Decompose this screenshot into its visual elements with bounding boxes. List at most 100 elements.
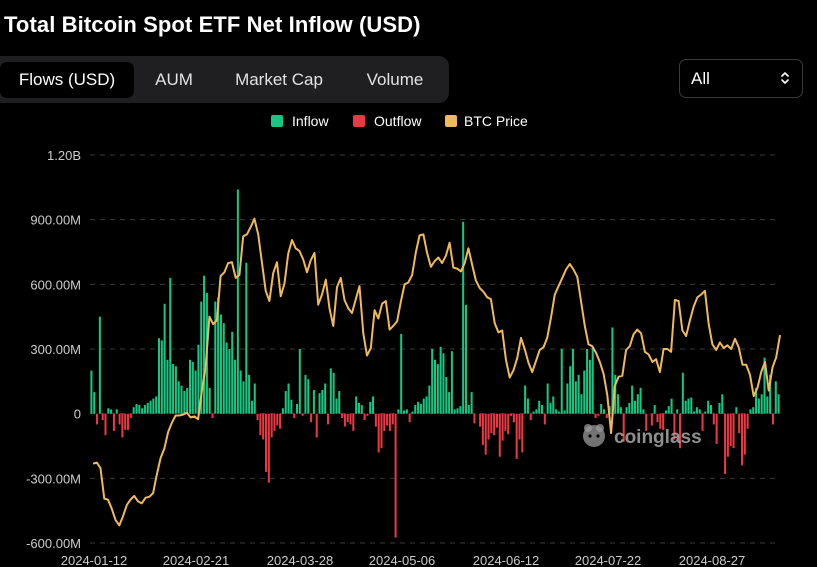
inflow-bar bbox=[445, 377, 448, 414]
legend-item-inflow[interactable]: Inflow bbox=[271, 113, 329, 129]
inflow-bar bbox=[419, 403, 422, 414]
inflow-bar bbox=[588, 359, 591, 414]
legend-item-btc-price[interactable]: BTC Price bbox=[445, 113, 528, 129]
outflow-bar bbox=[650, 413, 653, 426]
y-tick-label: 600.00M bbox=[30, 277, 81, 292]
x-tick-label: 2024-05-06 bbox=[369, 553, 436, 567]
inflow-bar bbox=[600, 403, 603, 414]
outflow-bar bbox=[740, 413, 743, 466]
outflow-bar bbox=[724, 413, 727, 475]
inflow-bar bbox=[557, 411, 560, 414]
outflow-bar bbox=[343, 413, 346, 427]
inflow-bar bbox=[757, 398, 760, 414]
outflow-bar bbox=[101, 413, 104, 421]
outflow-bar bbox=[112, 413, 115, 431]
tab-volume[interactable]: Volume bbox=[366, 70, 424, 89]
inflow-bar bbox=[464, 304, 467, 414]
y-tick-label: 300.00M bbox=[30, 342, 81, 357]
outflow-bar bbox=[498, 413, 501, 457]
inflow-bar bbox=[752, 407, 755, 414]
inflow-bar bbox=[360, 405, 363, 414]
inflow-bar bbox=[462, 221, 465, 414]
inflow-bar bbox=[681, 372, 684, 414]
outflow-bar bbox=[673, 413, 676, 440]
outflow-bar bbox=[521, 413, 524, 453]
inflow-bar bbox=[574, 381, 577, 414]
tab-aum[interactable]: AUM bbox=[155, 70, 193, 89]
inflow-bar bbox=[245, 262, 248, 414]
inflow-bar bbox=[755, 387, 758, 414]
inflow-bar bbox=[577, 374, 580, 414]
outflow-bar bbox=[377, 413, 380, 453]
inflow-bar bbox=[208, 387, 211, 414]
inflow-bar bbox=[625, 407, 628, 414]
inflow-bar bbox=[295, 403, 299, 414]
inflow-bar bbox=[228, 349, 231, 414]
inflow-bar bbox=[355, 396, 358, 414]
inflow-bar bbox=[217, 297, 220, 414]
legend-inflow-label: Inflow bbox=[292, 113, 329, 129]
tab-market-cap[interactable]: Market Cap bbox=[235, 70, 323, 89]
inflow-bar bbox=[602, 409, 605, 414]
inflow-bar bbox=[250, 400, 253, 414]
outflow-bar bbox=[510, 413, 513, 416]
inflow-bar bbox=[177, 381, 180, 414]
outflow-bar bbox=[656, 413, 659, 423]
outflow-bar bbox=[273, 413, 276, 431]
inflow-bar bbox=[442, 353, 445, 414]
legend-item-outflow[interactable]: Outflow bbox=[353, 113, 422, 129]
inflow-bar bbox=[560, 349, 563, 414]
outflow-bar bbox=[310, 413, 313, 423]
inflow-bar bbox=[470, 392, 473, 414]
outflow-bar bbox=[622, 413, 625, 442]
x-tick-label: 2024-07-22 bbox=[575, 553, 642, 567]
outflow-bar bbox=[487, 413, 490, 440]
inflow-bar bbox=[234, 359, 237, 414]
inflow-bar bbox=[357, 402, 360, 414]
outflow-bar bbox=[279, 413, 282, 429]
outflow-bar bbox=[501, 413, 504, 441]
outflow-bar bbox=[726, 413, 729, 457]
outflow-bar bbox=[679, 413, 682, 449]
inflow-bar bbox=[541, 405, 544, 414]
metric-tab-bar: Flows (USD) AUM Market Cap Volume bbox=[0, 56, 449, 103]
inflow-bar bbox=[174, 366, 177, 414]
inflow-bar bbox=[586, 349, 589, 414]
outflow-bar bbox=[543, 413, 546, 425]
outflow-bar bbox=[293, 413, 296, 418]
inflow-bar bbox=[453, 409, 456, 414]
outflow-bar bbox=[211, 413, 214, 418]
time-range-select[interactable]: All bbox=[679, 59, 803, 98]
inflow-bar bbox=[400, 333, 403, 414]
inflow-bar bbox=[433, 359, 437, 414]
outflow-bar bbox=[346, 413, 349, 423]
inflow-bar bbox=[304, 374, 307, 414]
inflow-bar bbox=[110, 409, 113, 414]
inflow-bar bbox=[555, 409, 558, 414]
outflow-bar bbox=[383, 413, 386, 431]
inflow-bar bbox=[448, 392, 451, 414]
outflow-bar bbox=[386, 413, 389, 426]
btc-price-line-group bbox=[92, 217, 781, 527]
outflow-bar bbox=[374, 413, 377, 427]
outflow-bar bbox=[481, 413, 484, 445]
chevron-up-down-icon bbox=[781, 72, 789, 84]
inflow-bar bbox=[236, 189, 239, 414]
outflow-bar bbox=[715, 413, 718, 444]
outflow-bar bbox=[341, 413, 344, 418]
outflow-bar bbox=[529, 413, 532, 421]
outflow-bar bbox=[394, 413, 397, 538]
inflow-bar bbox=[428, 385, 431, 414]
inflow-bar bbox=[411, 411, 414, 414]
inflow-bar bbox=[459, 406, 462, 414]
inflow-bar bbox=[749, 409, 752, 414]
inflow-bar bbox=[526, 398, 529, 414]
inflow-bar bbox=[566, 383, 569, 414]
outflow-bar bbox=[771, 413, 774, 425]
inflow-bar bbox=[583, 370, 586, 414]
tab-flows-usd[interactable]: Flows (USD) bbox=[0, 62, 134, 98]
outflow-bar bbox=[276, 413, 279, 426]
outflow-bar bbox=[490, 413, 493, 434]
btc-price-line bbox=[92, 217, 781, 527]
outflow-bar bbox=[104, 413, 107, 436]
